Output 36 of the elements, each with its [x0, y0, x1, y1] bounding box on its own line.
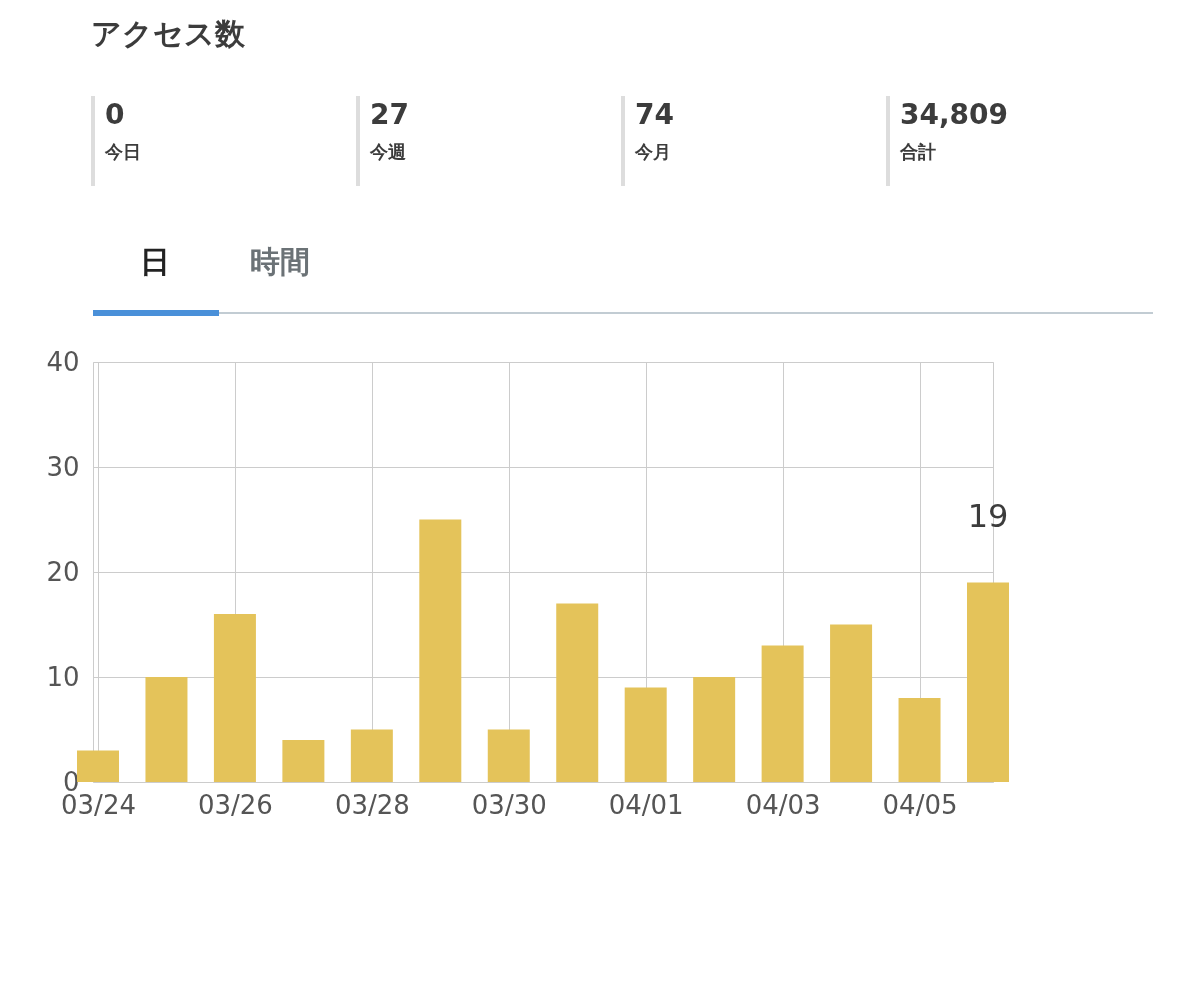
bar	[624, 687, 667, 782]
bar	[556, 603, 599, 782]
text: 0	[105, 98, 125, 131]
text: 今月	[634, 141, 671, 162]
bar	[282, 740, 325, 782]
bar	[419, 519, 462, 782]
text: 日	[140, 244, 171, 279]
text: 今日	[104, 141, 141, 162]
x-tick-label: 03/26	[197, 789, 273, 820]
y-tick-label: 40	[46, 346, 80, 377]
y-tick-label: 10	[46, 661, 80, 692]
text: 合計	[899, 141, 936, 162]
text: アクセス数	[91, 16, 246, 51]
bar	[761, 645, 804, 782]
x-tick-label: 03/30	[471, 789, 547, 820]
bar	[967, 582, 1009, 782]
bar	[213, 614, 256, 782]
text: 34,809	[900, 98, 1009, 131]
x-tick-label: 03/28	[334, 789, 410, 820]
text: 今週	[369, 141, 406, 162]
x-tick-label: 04/01	[608, 789, 684, 820]
bar	[77, 750, 119, 782]
bar	[350, 729, 393, 782]
y-tick-label: 30	[46, 451, 80, 482]
bar	[487, 729, 530, 782]
x-tick-label: 04/03	[745, 789, 821, 820]
bar	[693, 677, 736, 782]
y-tick-label: 20	[46, 556, 80, 587]
bar	[145, 677, 188, 782]
text: 27	[370, 98, 409, 131]
bar	[898, 698, 941, 782]
bar	[830, 624, 873, 782]
text: 74	[635, 98, 674, 131]
data-label: 19	[967, 496, 1009, 535]
text: 時間	[250, 244, 311, 279]
x-tick-label: 04/05	[882, 789, 958, 820]
